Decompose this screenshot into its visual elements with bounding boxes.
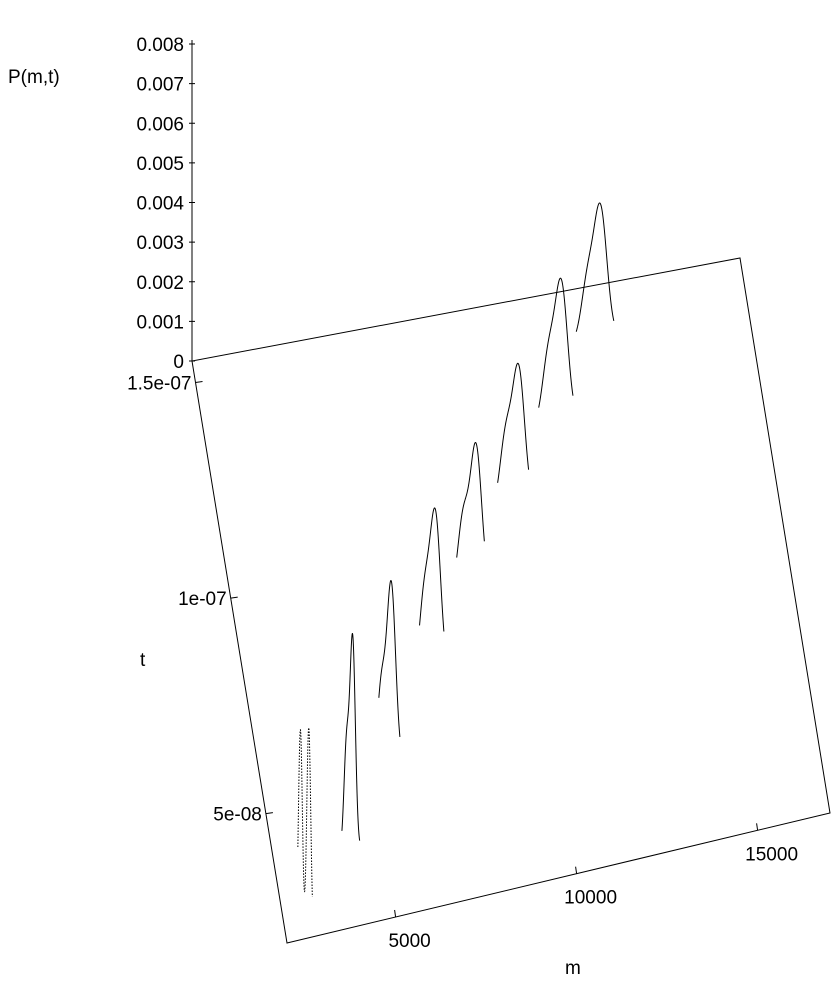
series-line-1 [297,726,313,897]
z-axis-label: P(m,t) [8,67,60,88]
axes-group [189,40,831,944]
z-tick-label: 0.003 [136,233,184,254]
series-group [297,202,615,897]
z-tick-label: 0.004 [136,194,184,215]
z-tick-label: 0.001 [136,312,184,333]
x-tick-label: 15000 [745,844,798,865]
x-tick [575,866,578,874]
x-tick-label: 10000 [564,888,617,909]
z-tick-label: 0 [173,352,184,373]
series-line-4 [419,507,445,632]
labels-group: P(m,t) t m 0 0.001 0.002 0.003 0.004 0.005 0.0… [8,35,798,979]
y-tick [230,596,238,599]
y-axis-label: t [140,650,146,671]
z-tick-label: 0.002 [136,273,184,294]
x-tick [756,823,759,831]
z-tick-label: 0.006 [136,114,184,135]
series-line-7 [538,277,574,408]
x-tick [394,909,397,918]
x-axis-label: m [565,958,581,979]
z-tick-label: 0.008 [136,35,184,56]
y-tick-label: 5e-08 [213,805,262,826]
z-tick-label: 0.005 [136,154,184,175]
y-tick-label: 1e-07 [178,589,227,610]
y-tick [195,381,203,384]
y-tick-label: 1.5e-07 [127,374,191,395]
x-tick-label: 5000 [388,931,430,952]
base-plane-outline [191,257,831,944]
z-tick-label: 0.007 [136,75,184,96]
series-line-5 [456,441,485,558]
series-line-2 [341,633,361,841]
series-line-8 [575,202,615,332]
series-line-6 [497,362,530,483]
y-tick [265,812,273,815]
series-line-3 [378,579,401,737]
